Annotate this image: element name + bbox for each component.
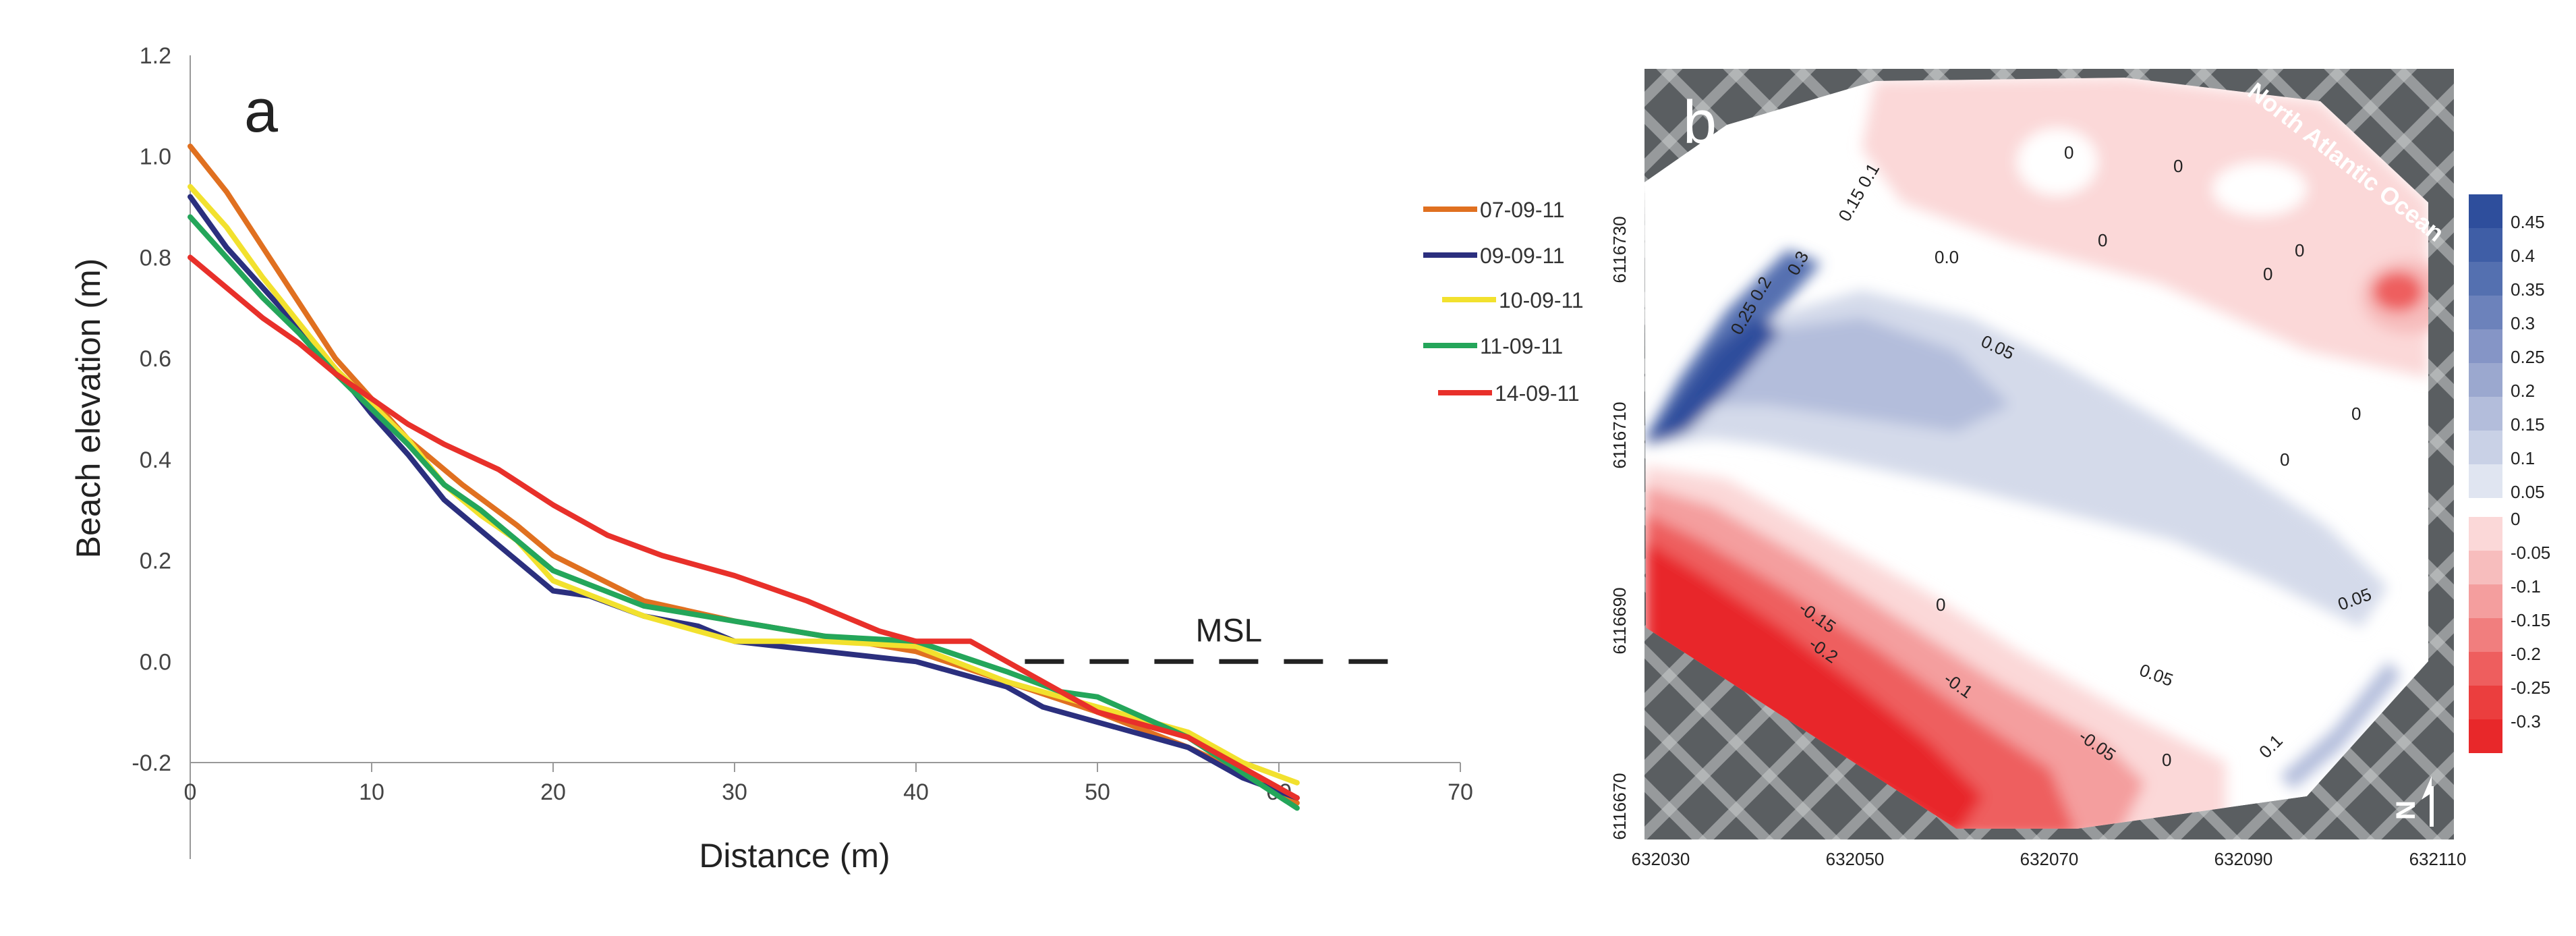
panel-b-label: b bbox=[1683, 89, 1717, 157]
series-line-10-09-11 bbox=[188, 184, 1300, 786]
legend: 07-09-11 09-09-11 10-09-11 11-09-11 14-09-11 bbox=[1423, 198, 1584, 406]
x-tick-label: 70 bbox=[1448, 779, 1473, 805]
colorbar-swatch bbox=[2469, 652, 2502, 686]
msl-label: MSL bbox=[1195, 613, 1262, 649]
colorbar-swatch bbox=[2469, 618, 2502, 652]
map-x-ticks: 632030 632050 632070 632090 632110 bbox=[1632, 849, 2467, 869]
x-tick-label: 0 bbox=[184, 779, 197, 805]
contour-label: 0 bbox=[2173, 156, 2183, 176]
y-tick-label: 0.0 bbox=[140, 649, 171, 675]
beach-surface bbox=[1644, 78, 2428, 829]
map-x-tick-label: 632090 bbox=[2214, 849, 2273, 869]
contour-label: 0 bbox=[2162, 750, 2171, 770]
colorbar-swatch bbox=[2469, 517, 2502, 551]
panel-a-line-chart: 1.21.00.80.60.40.20.0-0.2 0 10 20 30 40 50 60 7… bbox=[69, 43, 1584, 875]
series-line-11-09-11 bbox=[188, 214, 1300, 811]
legend-label: 11-09-11 bbox=[1480, 334, 1563, 358]
y-tick-label: 0.8 bbox=[140, 245, 171, 271]
y-tick-label: 0.6 bbox=[140, 346, 171, 372]
colorbar-label: -0.25 bbox=[2511, 678, 2550, 698]
colorbar-swatch bbox=[2469, 194, 2502, 228]
colorbar-swatch bbox=[2469, 329, 2502, 363]
map-y-ticks: 6116730 6116710 6116690 6116670 bbox=[1609, 216, 1630, 839]
x-tick-label: 20 bbox=[540, 779, 566, 805]
colorbar-label: 0.2 bbox=[2511, 381, 2535, 401]
north-label: N bbox=[2391, 800, 2421, 820]
contour-label: 0 bbox=[2351, 404, 2361, 424]
colorbar-label: 0.3 bbox=[2511, 313, 2535, 333]
map-x-tick-label: 632070 bbox=[2020, 849, 2079, 869]
legend-label: 07-09-11 bbox=[1480, 198, 1565, 222]
panel-b-heatmap: 0 0 0 0 0 0 0 0 0.0 0.05 0.05 0.05 0.1 -… bbox=[1609, 69, 2550, 869]
colorbar-label: -0.3 bbox=[2511, 711, 2541, 732]
colorbar-label: 0.15 bbox=[2511, 414, 2545, 435]
series-line-07-09-11 bbox=[188, 143, 1300, 806]
x-tick-group: 0 10 20 30 40 50 60 70 bbox=[184, 763, 1473, 805]
colorbar-label: 0.1 bbox=[2511, 448, 2535, 468]
contour-label: 0 bbox=[2280, 449, 2289, 470]
colorbar-label: -0.05 bbox=[2511, 543, 2550, 563]
colorbar: 0.45 0.4 0.35 0.3 0.25 0.2 0.15 0.1 0.05 0 -0.05 -0… bbox=[2469, 194, 2550, 753]
map-y-tick-label: 6116670 bbox=[1609, 773, 1630, 839]
map-y-tick-label: 6116710 bbox=[1609, 402, 1630, 468]
colorbar-swatch bbox=[2469, 551, 2502, 584]
map-y-tick-label: 6116730 bbox=[1609, 216, 1630, 283]
y-tick-label: 0.2 bbox=[140, 549, 171, 574]
x-tick-label: 30 bbox=[722, 779, 747, 805]
series-line-14-09-11 bbox=[188, 254, 1300, 801]
colorbar-swatch bbox=[2469, 228, 2502, 262]
colorbar-swatch bbox=[2469, 397, 2502, 431]
panel-a-label: a bbox=[244, 78, 279, 145]
colorbar-swatch bbox=[2469, 262, 2502, 296]
y-axis-label: Beach elevation (m) bbox=[69, 258, 107, 559]
colorbar-swatch bbox=[2469, 584, 2502, 618]
map-x-tick-label: 632030 bbox=[1632, 849, 1690, 869]
contour-label: 0 bbox=[1936, 595, 1945, 615]
contour-label: 0.0 bbox=[1935, 247, 1959, 267]
colorbar-label: 0.45 bbox=[2511, 212, 2545, 232]
colorbar-swatch bbox=[2469, 719, 2502, 753]
colorbar-label: 0.05 bbox=[2511, 482, 2545, 502]
contour-label: 0 bbox=[2295, 240, 2304, 260]
colorbar-label: 0.35 bbox=[2511, 279, 2545, 300]
north-arrow-icon: N bbox=[2391, 776, 2434, 827]
colorbar-label: 0 bbox=[2511, 509, 2520, 529]
x-tick-label: 40 bbox=[903, 779, 929, 805]
y-tick-label: 1.2 bbox=[140, 43, 171, 69]
legend-label: 14-09-11 bbox=[1495, 381, 1580, 406]
legend-label: 10-09-11 bbox=[1499, 288, 1584, 312]
map-y-tick-label: 6116690 bbox=[1609, 587, 1630, 654]
y-tick-label: 1.0 bbox=[140, 144, 171, 170]
legend-label: 09-09-11 bbox=[1480, 244, 1565, 268]
colorbar-label: 0.25 bbox=[2511, 347, 2545, 367]
x-tick-label: 10 bbox=[359, 779, 384, 805]
map-x-tick-label: 632050 bbox=[1826, 849, 1885, 869]
series-group bbox=[188, 143, 1300, 811]
map-x-tick-label: 632110 bbox=[2409, 849, 2467, 869]
colorbar-swatch bbox=[2469, 464, 2502, 498]
colorbar-label: -0.15 bbox=[2511, 610, 2550, 630]
y-tick-label: 0.4 bbox=[140, 447, 171, 473]
colorbar-label: -0.1 bbox=[2511, 576, 2541, 597]
series-line-09-09-11 bbox=[188, 194, 1300, 801]
colorbar-label: -0.2 bbox=[2511, 644, 2541, 664]
colorbar-swatch bbox=[2469, 686, 2502, 719]
contour-label: 0 bbox=[2263, 264, 2272, 284]
colorbar-swatch bbox=[2469, 363, 2502, 397]
colorbar-label: 0.4 bbox=[2511, 246, 2535, 266]
contour-label: 0 bbox=[2098, 230, 2107, 250]
contour-label: 0 bbox=[2064, 142, 2073, 163]
y-tick-group: 1.2 1.0 0.8 0.6 0.4 0.2 0.0 -0.2 bbox=[132, 43, 171, 776]
x-tick-label: 50 bbox=[1085, 779, 1110, 805]
y-tick-label: -0.2 bbox=[132, 750, 171, 776]
x-axis-label: Distance (m) bbox=[699, 837, 890, 875]
colorbar-swatch bbox=[2469, 296, 2502, 329]
colorbar-swatch bbox=[2469, 431, 2502, 464]
